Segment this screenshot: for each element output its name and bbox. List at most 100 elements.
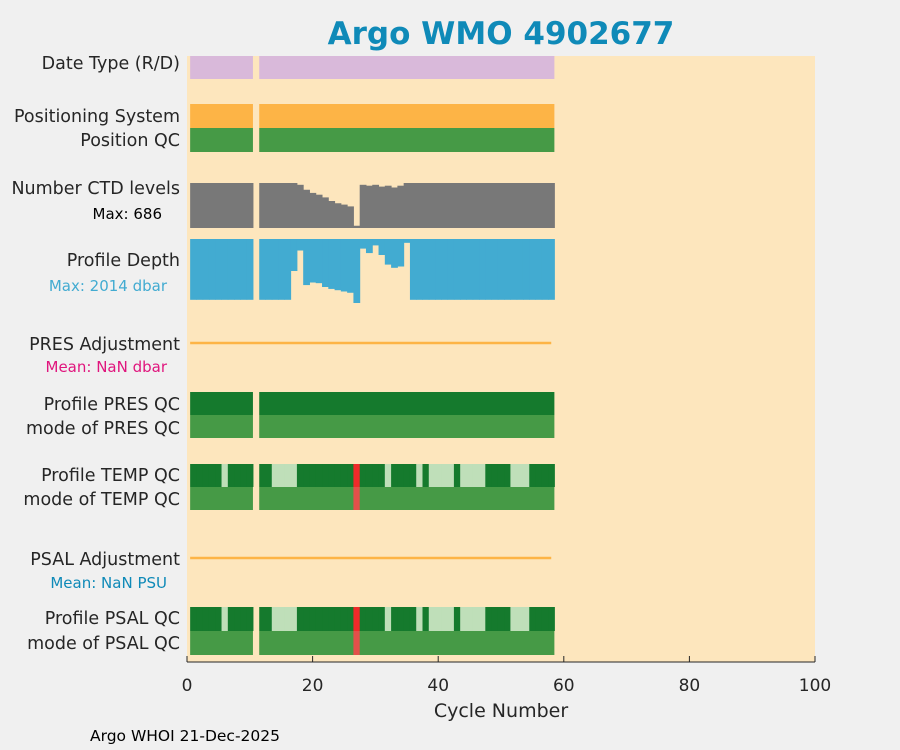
profile-depth-bar [510,239,518,300]
profile-pres-qc-bar [190,392,253,415]
ctd-levels-bar [315,194,323,228]
profile-psal-qc-bar [491,607,499,631]
profile-psal-qc-bar [428,607,436,631]
profile-depth-bar [347,239,354,293]
x-tick-label: 60 [553,676,575,696]
profile-depth-bar [309,239,317,283]
profile-psal-qc-bar [403,607,411,631]
profile-psal-qc-bar [347,607,354,631]
footer-credit: Argo WHOI 21-Dec-2025 [90,727,280,745]
profile-psal-qc-bar [529,607,537,631]
profile-depth-bar [516,239,524,300]
ctd-levels-bar [309,192,317,228]
ctd-levels-bar [472,183,480,228]
profile-depth-bar [196,239,204,300]
profile-depth-bar [497,239,505,300]
profile-psal-qc-bar [296,607,304,631]
profile-temp-qc-bar [296,464,304,487]
profile-psal-qc-bar [221,607,229,631]
profile-depth-bar [246,239,254,300]
profile-psal-qc-bar [535,607,543,631]
profile-temp-qc-bar [271,464,279,487]
profile-depth-bar [215,239,223,300]
profile-psal-qc-bar [196,607,204,631]
position-qc-bar [190,128,253,152]
profile-depth-bar [428,239,436,300]
profile-temp-qc-bar [548,464,555,487]
profile-psal-qc-bar [384,607,392,631]
ctd-levels-bar [535,183,543,228]
profile-psal-qc-bar [416,607,423,631]
ctd-levels-bar [516,183,524,228]
ctd-levels-bar [397,185,405,228]
ctd-levels-bar [422,183,430,228]
chart-marks [190,56,555,655]
profile-temp-qc-bar [303,464,310,487]
profile-temp-qc-bar [416,464,423,487]
profile-psal-qc-bar [303,607,310,631]
profile-temp-qc-bar [460,464,467,487]
profile-temp-qc-bar [522,464,530,487]
label-mode-temp-qc: mode of TEMP QC [23,490,180,510]
profile-depth-bar [479,239,486,300]
ctd-levels-bar [208,183,216,228]
label-psal-adjustment-mean: Mean: NaN PSU [50,574,167,592]
profile-depth-bar [278,239,285,300]
ctd-levels-bar [353,225,361,228]
profile-depth-bar [290,239,298,271]
ctd-levels-bar [447,183,455,228]
profile-temp-qc-bar [529,464,537,487]
profile-temp-qc-bar [347,464,354,487]
ctd-levels-bar [265,183,273,228]
profile-temp-qc-bar [510,464,518,487]
ctd-levels-bar [259,183,266,228]
ctd-levels-bar [322,197,329,228]
ctd-levels-bar [290,183,298,228]
row-labels: Date Type (R/D) Positioning System Posit… [11,54,180,654]
ctd-levels-bar [403,183,411,228]
profile-temp-qc-bar [265,464,273,487]
profile-psal-qc-bar [441,607,449,631]
profile-depth-bar [322,239,329,287]
profile-psal-qc-bar [479,607,486,631]
profile-temp-qc-bar [485,464,493,487]
profile-temp-qc-bar [466,464,474,487]
ctd-levels-bar [497,183,505,228]
label-profile-psal-qc: Profile PSAL QC [45,609,180,629]
profile-depth-bar [315,239,323,284]
x-tick-label: 40 [427,676,449,696]
ctd-levels-bar [347,206,354,228]
profile-temp-qc-bar [497,464,505,487]
profile-depth-bar [541,239,549,300]
x-tick-label: 20 [302,676,324,696]
ctd-levels-bar [196,183,204,228]
profile-psal-qc-bar [435,607,442,631]
profile-temp-qc-bar [290,464,298,487]
plot-area [187,56,815,662]
ctd-levels-bar [202,183,210,228]
ctd-levels-bar [246,183,254,228]
ctd-levels-bar [510,183,518,228]
mode-temp-qc-bar [190,487,253,510]
profile-psal-qc-bar [278,607,285,631]
profile-temp-qc-bar [353,464,361,487]
ctd-levels-bar [359,184,367,228]
profile-depth-bar [372,239,380,246]
profile-temp-qc-bar [359,464,367,487]
ctd-levels-bar [541,183,549,228]
ctd-levels-bar [491,183,499,228]
profile-temp-qc-bar [196,464,204,487]
ctd-levels-bar [328,201,336,228]
profile-temp-qc-bar [227,464,235,487]
profile-psal-qc-bar [259,607,266,631]
date-type-bar [259,56,555,79]
profile-depth-bar [284,239,292,300]
x-axis-ticks: 0 20 40 60 80 100 [182,656,831,696]
profile-psal-qc-bar [271,607,279,631]
ctd-levels-bar [548,183,555,228]
label-profile-temp-qc: Profile TEMP QC [41,466,180,486]
label-profile-depth-max: Max: 2014 dbar [49,277,168,295]
positioning-system-bar [190,104,253,128]
mode-temp-qc-bar-bad [353,487,360,510]
